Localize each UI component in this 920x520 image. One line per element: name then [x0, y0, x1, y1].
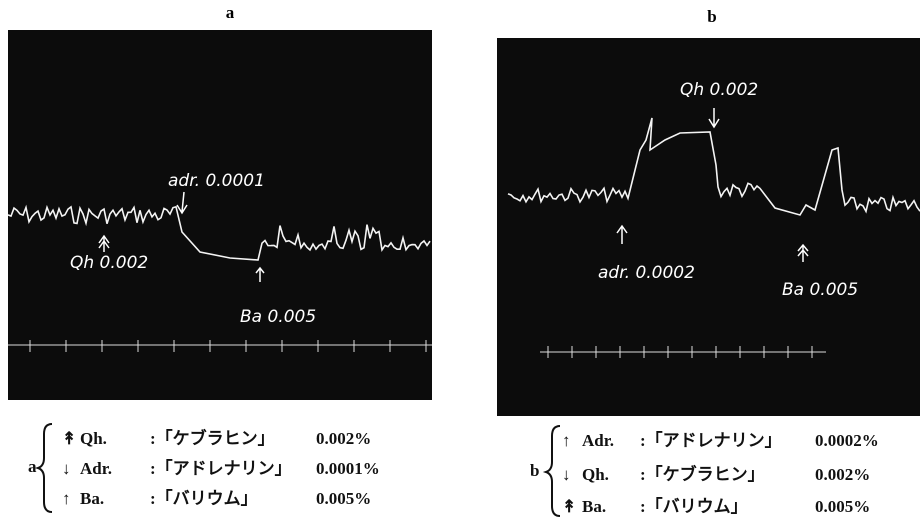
legend-drug: :「ケブラヒン」: [150, 428, 275, 448]
trace: [507, 117, 920, 216]
legend-symbol: ↓: [62, 459, 71, 478]
legend-label: a: [28, 457, 37, 476]
legend-symbol: ↓: [562, 465, 571, 484]
legend-name: Qh.: [80, 429, 107, 448]
legend-dose: 0.0002%: [815, 431, 879, 450]
legend-dose: 0.002%: [316, 429, 371, 448]
legend-dose: 0.005%: [316, 489, 371, 508]
trace: [7, 204, 431, 261]
legend-name: Adr.: [582, 431, 614, 450]
arrow: [616, 224, 628, 244]
recording-b: [497, 38, 920, 416]
annotation: Ba 0.005: [782, 280, 858, 300]
arrow: [176, 191, 188, 215]
annotation: adr. 0.0001: [168, 171, 265, 191]
panel-label: a: [226, 3, 235, 22]
brace: [542, 425, 561, 517]
brace: [34, 423, 53, 513]
legend-name: Ba.: [582, 497, 606, 516]
arrow: [98, 234, 110, 252]
legend-name: Qh.: [582, 465, 609, 484]
legend-name: Ba.: [80, 489, 104, 508]
legend-drug: :「アドレナリン」: [640, 430, 782, 450]
legend-symbol: ↑: [62, 489, 71, 508]
arrow: [708, 108, 720, 129]
legend-drug: :「バリウム」: [640, 496, 748, 516]
traces: [7, 117, 920, 358]
legend-dose: 0.005%: [815, 497, 870, 516]
legend-drug: :「バリウム」: [150, 488, 258, 508]
legend-name: Adr.: [80, 459, 112, 478]
panel-label: b: [707, 7, 716, 26]
legend-symbol: ↟: [562, 497, 576, 516]
legend: ↟ Qh.:「ケブラヒン」 0.002%↓ Adr.:「アドレナリン」 0.0001%↑…: [62, 428, 879, 516]
arrow: [255, 266, 265, 282]
arrow: [797, 243, 809, 262]
annotation: Qh 0.002: [680, 80, 758, 100]
legend-drug: :「アドレナリン」: [150, 458, 292, 478]
annotation: Qh 0.002: [70, 253, 148, 273]
legend-drug: :「ケブラヒン」: [640, 464, 765, 484]
legend-symbol: ↑: [562, 431, 571, 450]
legend-symbol: ↟: [62, 429, 76, 448]
annotation: adr. 0.0002: [598, 263, 695, 283]
legend-label: b: [530, 461, 539, 480]
annotation: Ba 0.005: [240, 307, 316, 327]
legend-dose: 0.002%: [815, 465, 870, 484]
legend-dose: 0.0001%: [316, 459, 380, 478]
